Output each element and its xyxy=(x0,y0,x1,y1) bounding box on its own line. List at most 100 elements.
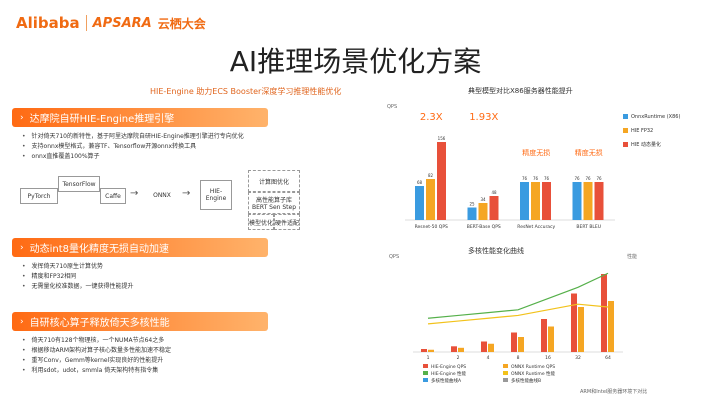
logo-divider xyxy=(85,15,87,31)
apsara-name: APSARA xyxy=(92,15,152,31)
combo-chart: QPS 性能 1 2 4 8 16 32 64 HIE-Engine QPS ONNX Runtim… xyxy=(389,253,637,384)
onnx-logo: ONNX xyxy=(148,188,176,202)
bar xyxy=(421,349,427,352)
bar xyxy=(541,319,547,352)
legend-swatch xyxy=(503,371,508,375)
legend-item: HIE-Engine QPS xyxy=(431,364,466,370)
tick-label: 1 xyxy=(427,355,430,361)
engine-part: 模型优化 xyxy=(248,214,274,230)
bar xyxy=(608,301,614,352)
section-header-2: › 动态int8量化精度无损自动加速 xyxy=(12,238,268,257)
tick-label: BERT-Base QPS xyxy=(467,224,501,230)
tick-label: 64 xyxy=(605,355,611,361)
legend-swatch xyxy=(503,378,508,382)
bullets-2: 发挥倚天710原生计算优势 精度和FP32相同 无需量化校准数据，一键获得性能提… xyxy=(22,262,134,292)
bar xyxy=(437,142,446,220)
tick-label: 4 xyxy=(487,355,490,361)
caffe-logo: Caffe xyxy=(100,188,126,204)
legend-swatch xyxy=(623,114,628,119)
bar xyxy=(548,326,554,352)
legend-item: 多核性能曲线A xyxy=(431,377,462,384)
list-item: 利用sdot，udot，smmla 倚天架构特有指令集 xyxy=(22,366,171,376)
data-label: 34 xyxy=(480,197,486,202)
chevron-right-icon: › xyxy=(20,242,24,253)
list-item: 精度和FP32相同 xyxy=(22,272,134,282)
section-title-2: 动态int8量化精度无损自动加速 xyxy=(29,244,170,255)
series-line xyxy=(427,272,609,319)
list-item: 重写Conv，Gemm等kernel实现良好的性能提升 xyxy=(22,356,171,366)
chart2-title: 多核性能变化曲线 xyxy=(468,247,524,255)
bar xyxy=(511,332,517,352)
page-title: AI推理场景优化方案 xyxy=(229,45,482,78)
chevron-right-icon: › xyxy=(20,112,24,123)
bar xyxy=(489,196,499,220)
bar-chart: QPS 68 82 156 Resnet-50 QPS 2.3X 25 34 48 BERT-Ba… xyxy=(387,104,680,230)
data-label: 76 xyxy=(585,176,591,181)
tick-label: Resnet-50 QPS xyxy=(415,224,448,230)
chevron-right-icon: › xyxy=(20,316,24,327)
data-label: 82 xyxy=(428,173,434,178)
pytorch-logo: PyTorch xyxy=(20,188,58,204)
data-label: 68 xyxy=(417,180,423,185)
legend-item: OnnxRuntime (X86) xyxy=(631,114,680,120)
tick-label: 32 xyxy=(575,355,581,361)
data-label: 156 xyxy=(438,136,446,141)
section-header-1: › 达摩院自研HIE-Engine推理引擎 xyxy=(12,108,268,127)
tick-label: BERT BLEU xyxy=(576,224,601,230)
annotation: 精度无损 xyxy=(575,148,603,157)
bar xyxy=(571,293,577,352)
footnote: ARM和Intel服务器环境下对比 xyxy=(580,389,648,395)
event-name: 云栖大会 xyxy=(157,16,206,31)
legend-swatch xyxy=(623,128,628,133)
arrow-right-icon: → xyxy=(130,188,139,199)
bar xyxy=(488,343,494,352)
list-item: 支持onnx模型格式，兼容TF、Tensorflow开源onnx转换工具 xyxy=(22,142,244,152)
tick-label: 16 xyxy=(545,355,551,361)
legend-item: HIE FP32 xyxy=(631,128,653,134)
bar xyxy=(601,274,607,352)
legend-swatch xyxy=(423,371,428,375)
alibaba-logo: Alibaba APSARA 云栖大会 xyxy=(16,14,206,32)
bar xyxy=(572,182,582,220)
section-title-1: 达摩院自研HIE-Engine推理引擎 xyxy=(29,114,175,125)
data-label: 76 xyxy=(574,176,580,181)
bar xyxy=(467,207,477,220)
page-subtitle: HIE-Engine 助力ECS Booster深度学习推理性能优化 xyxy=(150,87,342,96)
series-line xyxy=(427,303,609,325)
section-header-3: › 自研核心算子释放倚天多核性能 xyxy=(12,312,268,331)
tick-label: ResNet Accuracy xyxy=(517,224,555,230)
bar xyxy=(542,182,551,220)
bar xyxy=(478,203,488,220)
legend-swatch xyxy=(423,364,428,368)
engine-part: 计算图优化 xyxy=(248,170,300,192)
data-label: 76 xyxy=(522,176,528,181)
tick-label: 2 xyxy=(457,355,460,361)
brand-name: Alibaba xyxy=(16,14,80,32)
list-item: 发挥倚天710原生计算优势 xyxy=(22,262,134,272)
legend-item: ONNX Runtime QPS xyxy=(511,364,555,370)
list-item: 倚天710有128个物理核，一个NUMA节点64之多 xyxy=(22,336,171,346)
y-axis-label: QPS xyxy=(389,254,399,260)
annotation: 2.3X xyxy=(420,112,443,123)
bar xyxy=(520,182,529,220)
y2-axis-label: 性能 xyxy=(627,253,637,260)
bar xyxy=(451,346,457,352)
bar xyxy=(415,186,424,220)
annotation: 精度无损 xyxy=(522,148,550,157)
data-label: 76 xyxy=(544,176,550,181)
legend-swatch xyxy=(503,364,508,368)
legend-item: HIE 动态量化 xyxy=(631,141,661,148)
bar xyxy=(531,182,540,220)
bar xyxy=(518,337,524,352)
bar xyxy=(583,182,593,220)
tick-label: 8 xyxy=(517,355,520,361)
engine-part: 硬件适配 xyxy=(274,214,300,230)
data-label: 48 xyxy=(491,190,497,195)
legend-swatch xyxy=(423,378,428,382)
legend-item: ONNX Runtime 性能 xyxy=(511,370,556,377)
bar xyxy=(594,182,604,220)
chart1-title: 典型模型对比X86服务器性能提升 xyxy=(468,87,573,95)
bullets-3: 倚天710有128个物理核，一个NUMA节点64之多 根据移动ARM架构对算子核… xyxy=(22,336,171,376)
list-item: 根据移动ARM架构对算子核心数量多性能加速不稳定 xyxy=(22,346,171,356)
